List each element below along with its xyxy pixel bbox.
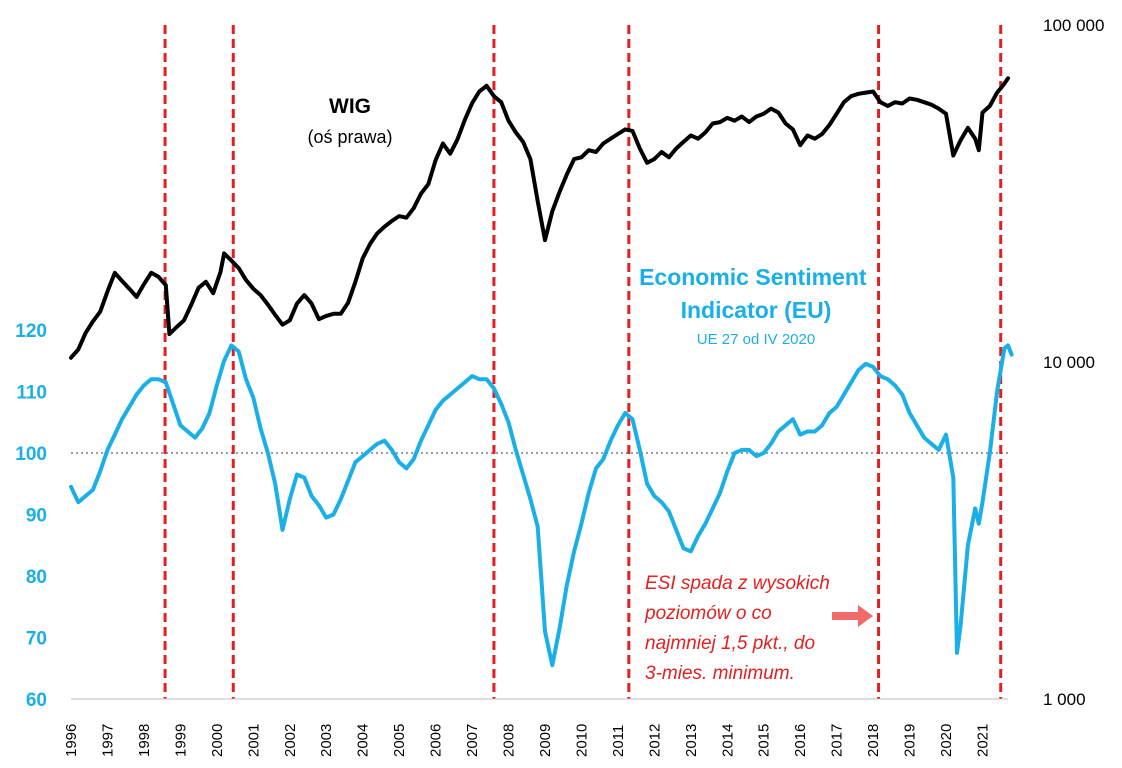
x-tick-label: 1997 bbox=[99, 724, 116, 757]
x-tick-label: 2021 bbox=[974, 724, 991, 757]
annotation-line-3: najmniej 1,5 pkt., do bbox=[645, 633, 815, 654]
esi-legend-title: Economic Sentiment Indicator (EU) bbox=[639, 264, 873, 323]
wig-legend-title: WIG bbox=[329, 95, 371, 118]
x-tick-label: 2004 bbox=[355, 724, 372, 757]
x-tick-label: 2020 bbox=[938, 724, 955, 757]
series-layer bbox=[69, 76, 1014, 668]
x-tick-label: 2014 bbox=[719, 724, 736, 757]
annotation: ESI spada z wysokich poziomów o co najmn… bbox=[644, 573, 873, 684]
y-left-tick-label: 120 bbox=[15, 321, 47, 342]
y-left-tick-label: 110 bbox=[16, 383, 47, 404]
x-tick-label: 2001 bbox=[245, 724, 262, 757]
x-tick-label: 2000 bbox=[209, 724, 226, 757]
x-tick-label: 2018 bbox=[865, 724, 882, 757]
x-tick-label: 2003 bbox=[318, 724, 335, 757]
x-tick-label: 2017 bbox=[829, 724, 846, 757]
annotation-line-4: 3-mies. minimum. bbox=[645, 663, 795, 684]
annotation-line-2: poziomów o co bbox=[644, 603, 772, 624]
x-tick-label: 2005 bbox=[391, 724, 408, 757]
wig-legend-subtitle: (oś prawa) bbox=[307, 127, 392, 147]
x-tick-label: 2015 bbox=[756, 724, 773, 757]
x-tick-label: 2016 bbox=[792, 724, 809, 757]
x-tick-label: 2011 bbox=[610, 725, 627, 757]
x-tick-label: 2019 bbox=[902, 724, 919, 757]
x-tick-label: 2009 bbox=[537, 724, 554, 757]
annotation-line-1: ESI spada z wysokich bbox=[645, 573, 830, 594]
y-right-tick-label: 10 000 bbox=[1043, 353, 1095, 372]
y-left-tick-label: 90 bbox=[26, 506, 47, 527]
x-tick-label: 2007 bbox=[464, 724, 481, 757]
y-left-tick-label: 80 bbox=[26, 567, 47, 588]
x-tick-label: 1998 bbox=[136, 724, 153, 757]
vertical-markers bbox=[163, 25, 1003, 699]
esi-legend-subtitle: UE 27 od IV 2020 bbox=[697, 331, 815, 348]
x-tick-label: 2010 bbox=[573, 724, 590, 757]
y-right-tick-label: 1 000 bbox=[1043, 690, 1086, 709]
x-tick-label: 2012 bbox=[646, 724, 663, 757]
series-line-wig bbox=[69, 76, 1010, 360]
esi-legend-title-line-1: Economic Sentiment bbox=[639, 264, 867, 290]
y-left-tick-label: 100 bbox=[15, 444, 47, 465]
x-tick-label: 2013 bbox=[683, 724, 700, 757]
x-tick-label: 1999 bbox=[172, 724, 189, 757]
x-tick-label: 2008 bbox=[501, 724, 518, 757]
axes: 1996 1997 1998 1999 2000 2001 2002 2003 2004 2005… bbox=[15, 16, 1104, 757]
y-left-tick-label: 60 bbox=[26, 690, 47, 711]
y-right-tick-label: 100 000 bbox=[1043, 16, 1104, 35]
x-tick-label: 1996 bbox=[63, 724, 80, 757]
x-tick-label: 2006 bbox=[428, 724, 445, 757]
series-line-esi bbox=[69, 343, 1014, 668]
annotation-arrow-icon bbox=[832, 605, 873, 627]
esi-legend-title-line-2: Indicator (EU) bbox=[681, 297, 832, 323]
x-tick-label: 2002 bbox=[282, 724, 299, 757]
y-left-tick-label: 70 bbox=[26, 629, 47, 650]
